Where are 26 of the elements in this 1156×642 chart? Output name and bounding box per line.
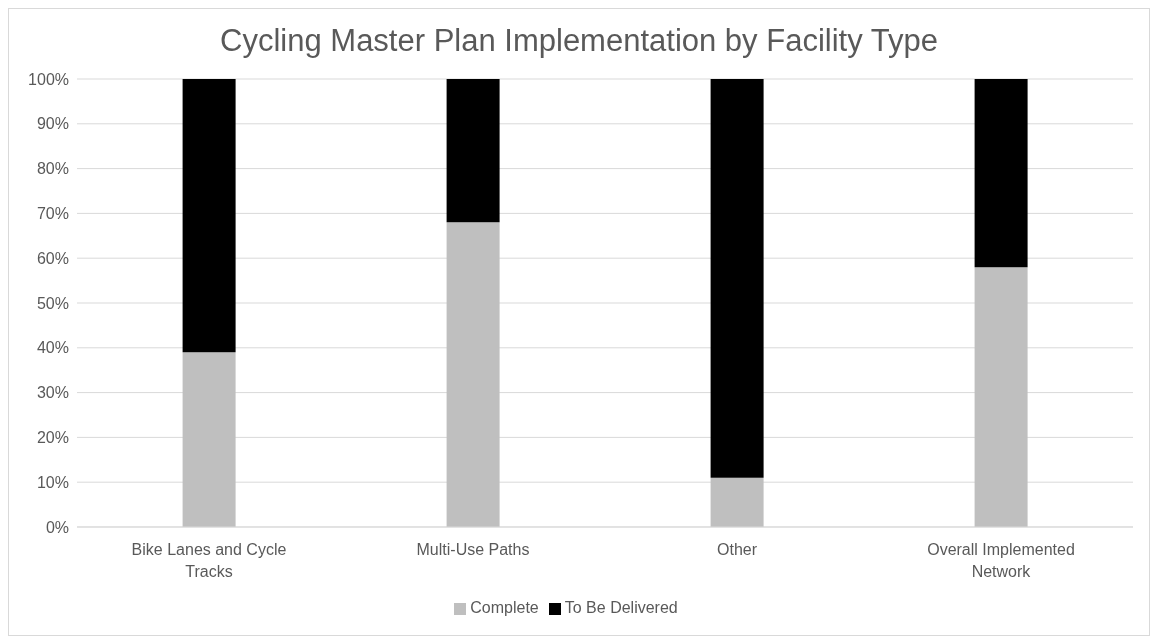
bar bbox=[710, 79, 764, 478]
y-tick-label: 100% bbox=[28, 70, 69, 88]
x-tick-label: Overall Implemented Network bbox=[927, 541, 1075, 580]
y-tick-label: 30% bbox=[36, 384, 69, 402]
y-tick-label: 10% bbox=[36, 473, 69, 491]
chart-title: Cycling Master Plan Implementation by Facility Type bbox=[219, 23, 939, 60]
y-tick-label: 20% bbox=[36, 429, 69, 447]
y-tick-label: 90% bbox=[36, 115, 69, 133]
x-tick-label: Bike Lanes and Cycle Tracks bbox=[131, 541, 287, 580]
y-tick-label: 50% bbox=[36, 294, 69, 312]
bar bbox=[182, 79, 236, 353]
y-tick-label: 70% bbox=[36, 205, 69, 223]
bar bbox=[182, 352, 236, 527]
bar bbox=[974, 267, 1028, 527]
y-tick-label: 0% bbox=[45, 518, 69, 536]
legend-label: To Be Delivered bbox=[564, 599, 678, 616]
bar bbox=[446, 79, 500, 223]
bar bbox=[974, 79, 1028, 268]
bar bbox=[446, 222, 500, 527]
legend-label: Complete bbox=[470, 599, 539, 616]
y-tick-label: 60% bbox=[36, 249, 69, 267]
bar bbox=[710, 477, 764, 527]
x-tick-label: Multi-Use Paths bbox=[416, 541, 530, 558]
x-tick-label: Other bbox=[716, 541, 758, 558]
y-tick-label: 80% bbox=[36, 160, 69, 178]
y-tick-label: 40% bbox=[36, 339, 69, 357]
